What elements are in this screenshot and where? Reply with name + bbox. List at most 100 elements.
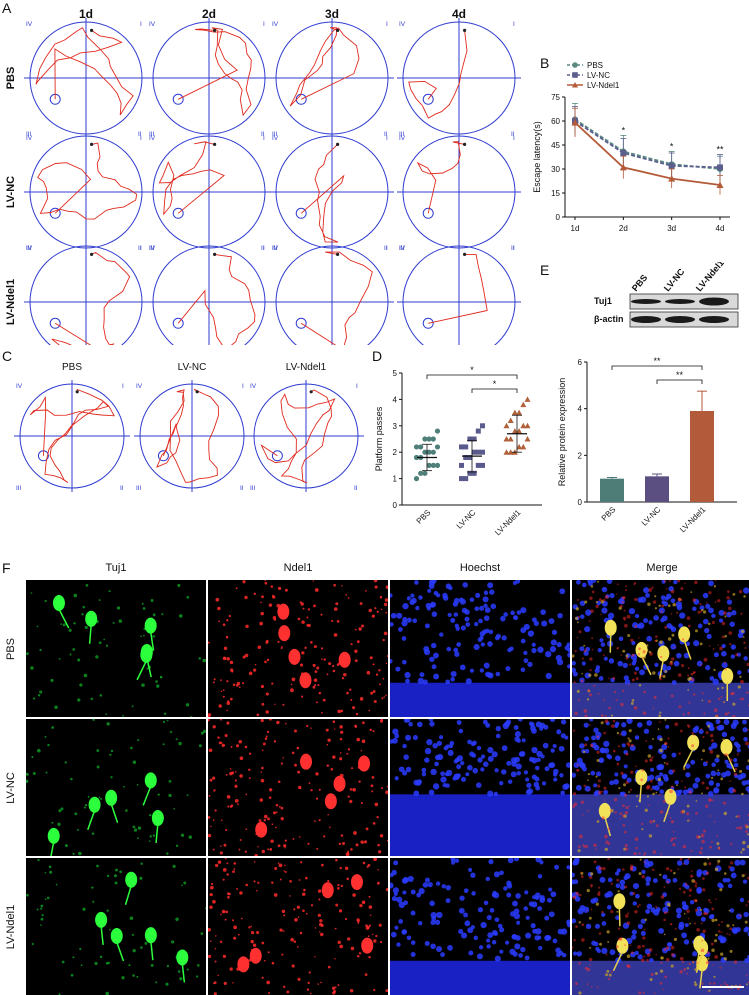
nucleus (514, 757, 520, 763)
ndel1-puncta (360, 697, 364, 701)
ndel1-puncta (352, 706, 355, 709)
tuj1-puncta (132, 705, 134, 707)
tuj1-puncta (69, 653, 71, 655)
tuj1-puncta (114, 874, 117, 877)
nucleus (425, 623, 430, 628)
ndel1-puncta (234, 785, 237, 788)
ndel1-puncta (213, 725, 216, 728)
tuj1-puncta (153, 613, 156, 616)
ndel1-puncta (377, 844, 380, 847)
ndel1-puncta (363, 862, 366, 865)
ndel1-puncta (315, 670, 318, 673)
ndel1-puncta (603, 654, 605, 656)
nucleus (620, 792, 624, 796)
ndel1-puncta (300, 861, 302, 863)
ndel1-puncta (709, 815, 711, 817)
nucleus (457, 720, 462, 725)
nucleus (411, 911, 416, 916)
ndel1-puncta (608, 707, 611, 710)
ndel1-puncta (385, 694, 387, 696)
nucleus (674, 661, 680, 667)
tuj1-puncta (655, 792, 657, 794)
nucleus (448, 613, 452, 617)
ndel1-puncta (728, 866, 731, 869)
tuj1-puncta (618, 787, 620, 789)
ndel1-puncta (622, 815, 625, 818)
ndel1-puncta (643, 711, 646, 714)
ndel1-puncta (682, 961, 684, 963)
ndel1-puncta (267, 731, 269, 733)
nucleus (615, 755, 621, 761)
tuj1-puncta (189, 835, 192, 838)
panel-d-point-pbs (431, 436, 436, 441)
tuj1-puncta (175, 918, 178, 921)
ndel1-puncta (384, 603, 387, 606)
nucleus (531, 923, 536, 928)
ndel1-puncta (356, 738, 360, 742)
ndel1-cell (255, 822, 267, 838)
ndel1-puncta (293, 908, 295, 910)
tuj1-puncta (115, 881, 118, 884)
panel-e-y-tick-label: 6 (578, 358, 583, 367)
ndel1-puncta (270, 840, 273, 843)
ndel1-puncta (747, 729, 749, 731)
nucleus (731, 610, 736, 615)
ndel1-puncta (347, 937, 350, 940)
ndel1-puncta (629, 664, 631, 666)
tuj1-puncta (31, 592, 33, 594)
ndel1-puncta (711, 908, 714, 911)
nucleus (724, 719, 730, 725)
panel-f-column-header-tuj1: Tuj1 (26, 562, 206, 574)
ndel1-puncta (253, 669, 256, 672)
neuron-soma (152, 810, 164, 826)
ndel1-puncta (245, 625, 248, 628)
ndel1-puncta (710, 901, 712, 903)
nucleus (408, 722, 412, 726)
ndel1-puncta (634, 672, 637, 675)
tuj1-puncta (71, 974, 74, 977)
ndel1-puncta (373, 690, 376, 693)
tuj1-puncta (202, 659, 206, 663)
tuj1-puncta (117, 606, 120, 609)
tuj1-puncta (655, 972, 658, 975)
tuj1-puncta (659, 749, 663, 753)
nucleus (425, 941, 430, 946)
tuj1-puncta (636, 795, 638, 797)
tuj1-puncta (672, 603, 676, 607)
tuj1-puncta (715, 868, 718, 871)
nucleus (743, 927, 748, 932)
panel-a-pool-pbs-1d-quadrant-i: I (140, 21, 142, 28)
nucleus (537, 647, 543, 653)
ndel1-puncta (590, 744, 593, 747)
ndel1-puncta (615, 699, 617, 701)
nucleus (701, 917, 706, 922)
ndel1-puncta (350, 848, 353, 851)
tuj1-puncta (40, 908, 42, 910)
tuj1-puncta (72, 648, 75, 651)
ndel1-puncta (660, 853, 662, 855)
ndel1-puncta (587, 983, 589, 985)
panel-f-row-label-pbs: PBS (5, 594, 17, 704)
nucleus (463, 913, 468, 918)
ndel1-puncta (653, 850, 657, 854)
ndel1-puncta (709, 982, 711, 984)
ndel1-puncta (634, 625, 637, 628)
nucleus (601, 607, 607, 613)
tuj1-puncta (140, 863, 142, 865)
ndel1-puncta (717, 599, 720, 602)
ndel1-puncta (225, 919, 227, 921)
ndel1-puncta (715, 601, 717, 603)
neuron-process (137, 661, 146, 680)
nucleus (692, 727, 698, 733)
ndel1-puncta (595, 605, 598, 608)
tuj1-puncta (46, 772, 48, 774)
tuj1-puncta (187, 969, 189, 971)
ndel1-puncta (745, 742, 749, 746)
nucleus (411, 940, 416, 945)
panel-d-y-tick-label: 4 (393, 395, 398, 404)
ndel1-puncta (269, 848, 272, 851)
nucleus (500, 616, 505, 621)
ndel1-puncta (356, 843, 359, 846)
ndel1-puncta (220, 941, 222, 943)
